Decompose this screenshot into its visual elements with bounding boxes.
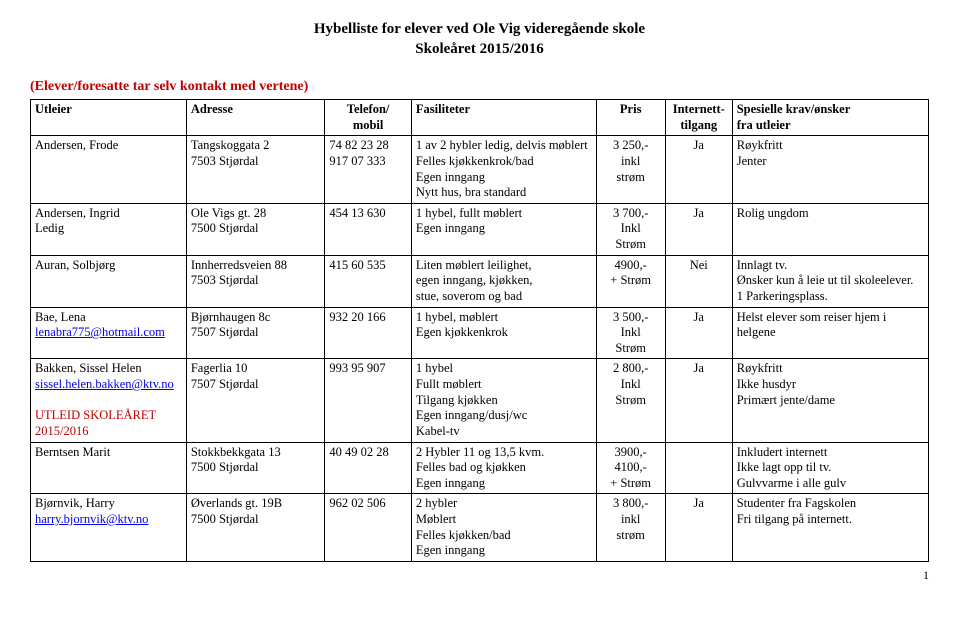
cell-utleier: Andersen, IngridLedig [31, 203, 187, 255]
cell-telefon: 993 95 907 [325, 359, 412, 442]
page-title: Hybelliste for elever ved Ole Vig videre… [30, 20, 929, 59]
table-row: Auran, SolbjørgInnherredsveien 887503 St… [31, 255, 929, 307]
cell-telefon: 74 82 23 28917 07 333 [325, 136, 412, 204]
cell-krav: Studenter fra FagskolenFri tilgang på in… [732, 494, 928, 562]
cell-internett: Ja [665, 307, 732, 359]
cell-telefon: 454 13 630 [325, 203, 412, 255]
col-fasiliteter: Fasiliteter [411, 100, 596, 136]
utleier-status: UTLEID SKOLEÅRET 2015/2016 [35, 408, 156, 438]
cell-fasiliteter: Liten møblert leilighet,egen inngang, kj… [411, 255, 596, 307]
cell-adresse: Fagerlia 107507 Stjørdal [186, 359, 325, 442]
cell-pris: 4900,-+ Strøm [596, 255, 665, 307]
cell-adresse: Stokkbekkgata 137500 Stjørdal [186, 442, 325, 494]
cell-pris: 3 500,-InklStrøm [596, 307, 665, 359]
cell-pris: 2 800,-InklStrøm [596, 359, 665, 442]
cell-fasiliteter: 1 hybel, fullt møblertEgen inngang [411, 203, 596, 255]
cell-telefon: 40 49 02 28 [325, 442, 412, 494]
utleier-email-link[interactable]: sissel.helen.bakken@ktv.no [35, 377, 174, 391]
cell-krav: Helst elever som reiser hjem i helgene [732, 307, 928, 359]
cell-adresse: Tangskoggata 27503 Stjørdal [186, 136, 325, 204]
cell-telefon: 962 02 506 [325, 494, 412, 562]
cell-utleier: Andersen, Frode [31, 136, 187, 204]
cell-internett: Ja [665, 203, 732, 255]
cell-internett: Ja [665, 359, 732, 442]
cell-utleier: Bakken, Sissel Helen sissel.helen.bakken@… [31, 359, 187, 442]
cell-krav: Inkludert internettIkke lagt opp til tv.… [732, 442, 928, 494]
cell-adresse: Ole Vigs gt. 287500 Stjørdal [186, 203, 325, 255]
cell-pris: 3 700,-InklStrøm [596, 203, 665, 255]
table-row: Bjørnvik, Harry harry.bjornvik@ktv.no Øver… [31, 494, 929, 562]
cell-krav: Innlagt tv.Ønsker kun å leie ut til skol… [732, 255, 928, 307]
cell-telefon: 932 20 166 [325, 307, 412, 359]
table-header-row: Utleier Adresse Telefon/mobil Fasilitete… [31, 100, 929, 136]
cell-internett: Ja [665, 136, 732, 204]
cell-utleier: Bjørnvik, Harry harry.bjornvik@ktv.no [31, 494, 187, 562]
cell-utleier: Auran, Solbjørg [31, 255, 187, 307]
cell-fasiliteter: 1 hybelFullt møblertTilgang kjøkkenEgen … [411, 359, 596, 442]
cell-adresse: Innherredsveien 887503 Stjørdal [186, 255, 325, 307]
utleier-email-link[interactable]: lenabra775@hotmail.com [35, 325, 165, 339]
cell-utleier: Bae, Lenalenabra775@hotmail.com [31, 307, 187, 359]
cell-internett [665, 442, 732, 494]
title-line-2: Skoleåret 2015/2016 [415, 41, 543, 57]
cell-fasiliteter: 1 hybel, møblertEgen kjøkkenkrok [411, 307, 596, 359]
cell-internett: Ja [665, 494, 732, 562]
cell-fasiliteter: 1 av 2 hybler ledig, delvis møblertFelle… [411, 136, 596, 204]
table-row: Bae, Lenalenabra775@hotmail.comBjørnhaug… [31, 307, 929, 359]
cell-pris: 3 800,-inklstrøm [596, 494, 665, 562]
listing-table: Utleier Adresse Telefon/mobil Fasilitete… [30, 99, 929, 562]
cell-krav: RøykfrittJenter [732, 136, 928, 204]
table-row: Berntsen MaritStokkbekkgata 137500 Stjør… [31, 442, 929, 494]
cell-telefon: 415 60 535 [325, 255, 412, 307]
col-utleier: Utleier [31, 100, 187, 136]
title-line-1: Hybelliste for elever ved Ole Vig videre… [314, 21, 645, 37]
col-krav: Spesielle krav/ønskerfra utleier [732, 100, 928, 136]
cell-krav: Rolig ungdom [732, 203, 928, 255]
cell-adresse: Øverlands gt. 19B7500 Stjørdal [186, 494, 325, 562]
subtitle: (Elever/foresatte tar selv kontakt med v… [30, 79, 929, 95]
cell-pris: 3 250,-inklstrøm [596, 136, 665, 204]
col-adresse: Adresse [186, 100, 325, 136]
table-row: Andersen, FrodeTangskoggata 27503 Stjørd… [31, 136, 929, 204]
cell-pris: 3900,-4100,-+ Strøm [596, 442, 665, 494]
cell-fasiliteter: 2 Hybler 11 og 13,5 kvm.Felles bad og kj… [411, 442, 596, 494]
page-number: 1 [30, 568, 929, 583]
cell-adresse: Bjørnhaugen 8c7507 Stjørdal [186, 307, 325, 359]
utleier-name: Bakken, Sissel Helen [35, 361, 142, 375]
col-telefon: Telefon/mobil [325, 100, 412, 136]
utleier-name: Bjørnvik, Harry [35, 496, 115, 510]
cell-fasiliteter: 2 hyblerMøblertFelles kjøkken/badEgen in… [411, 494, 596, 562]
col-pris: Pris [596, 100, 665, 136]
utleier-name: Bae, Lena [35, 310, 86, 324]
col-internett: Internett-tilgang [665, 100, 732, 136]
cell-utleier: Berntsen Marit [31, 442, 187, 494]
cell-krav: RøykfrittIkke husdyrPrimært jente/dame [732, 359, 928, 442]
utleier-email-link[interactable]: harry.bjornvik@ktv.no [35, 512, 148, 526]
table-row: Andersen, IngridLedigOle Vigs gt. 287500… [31, 203, 929, 255]
cell-internett: Nei [665, 255, 732, 307]
table-row: Bakken, Sissel Helen sissel.helen.bakken@… [31, 359, 929, 442]
